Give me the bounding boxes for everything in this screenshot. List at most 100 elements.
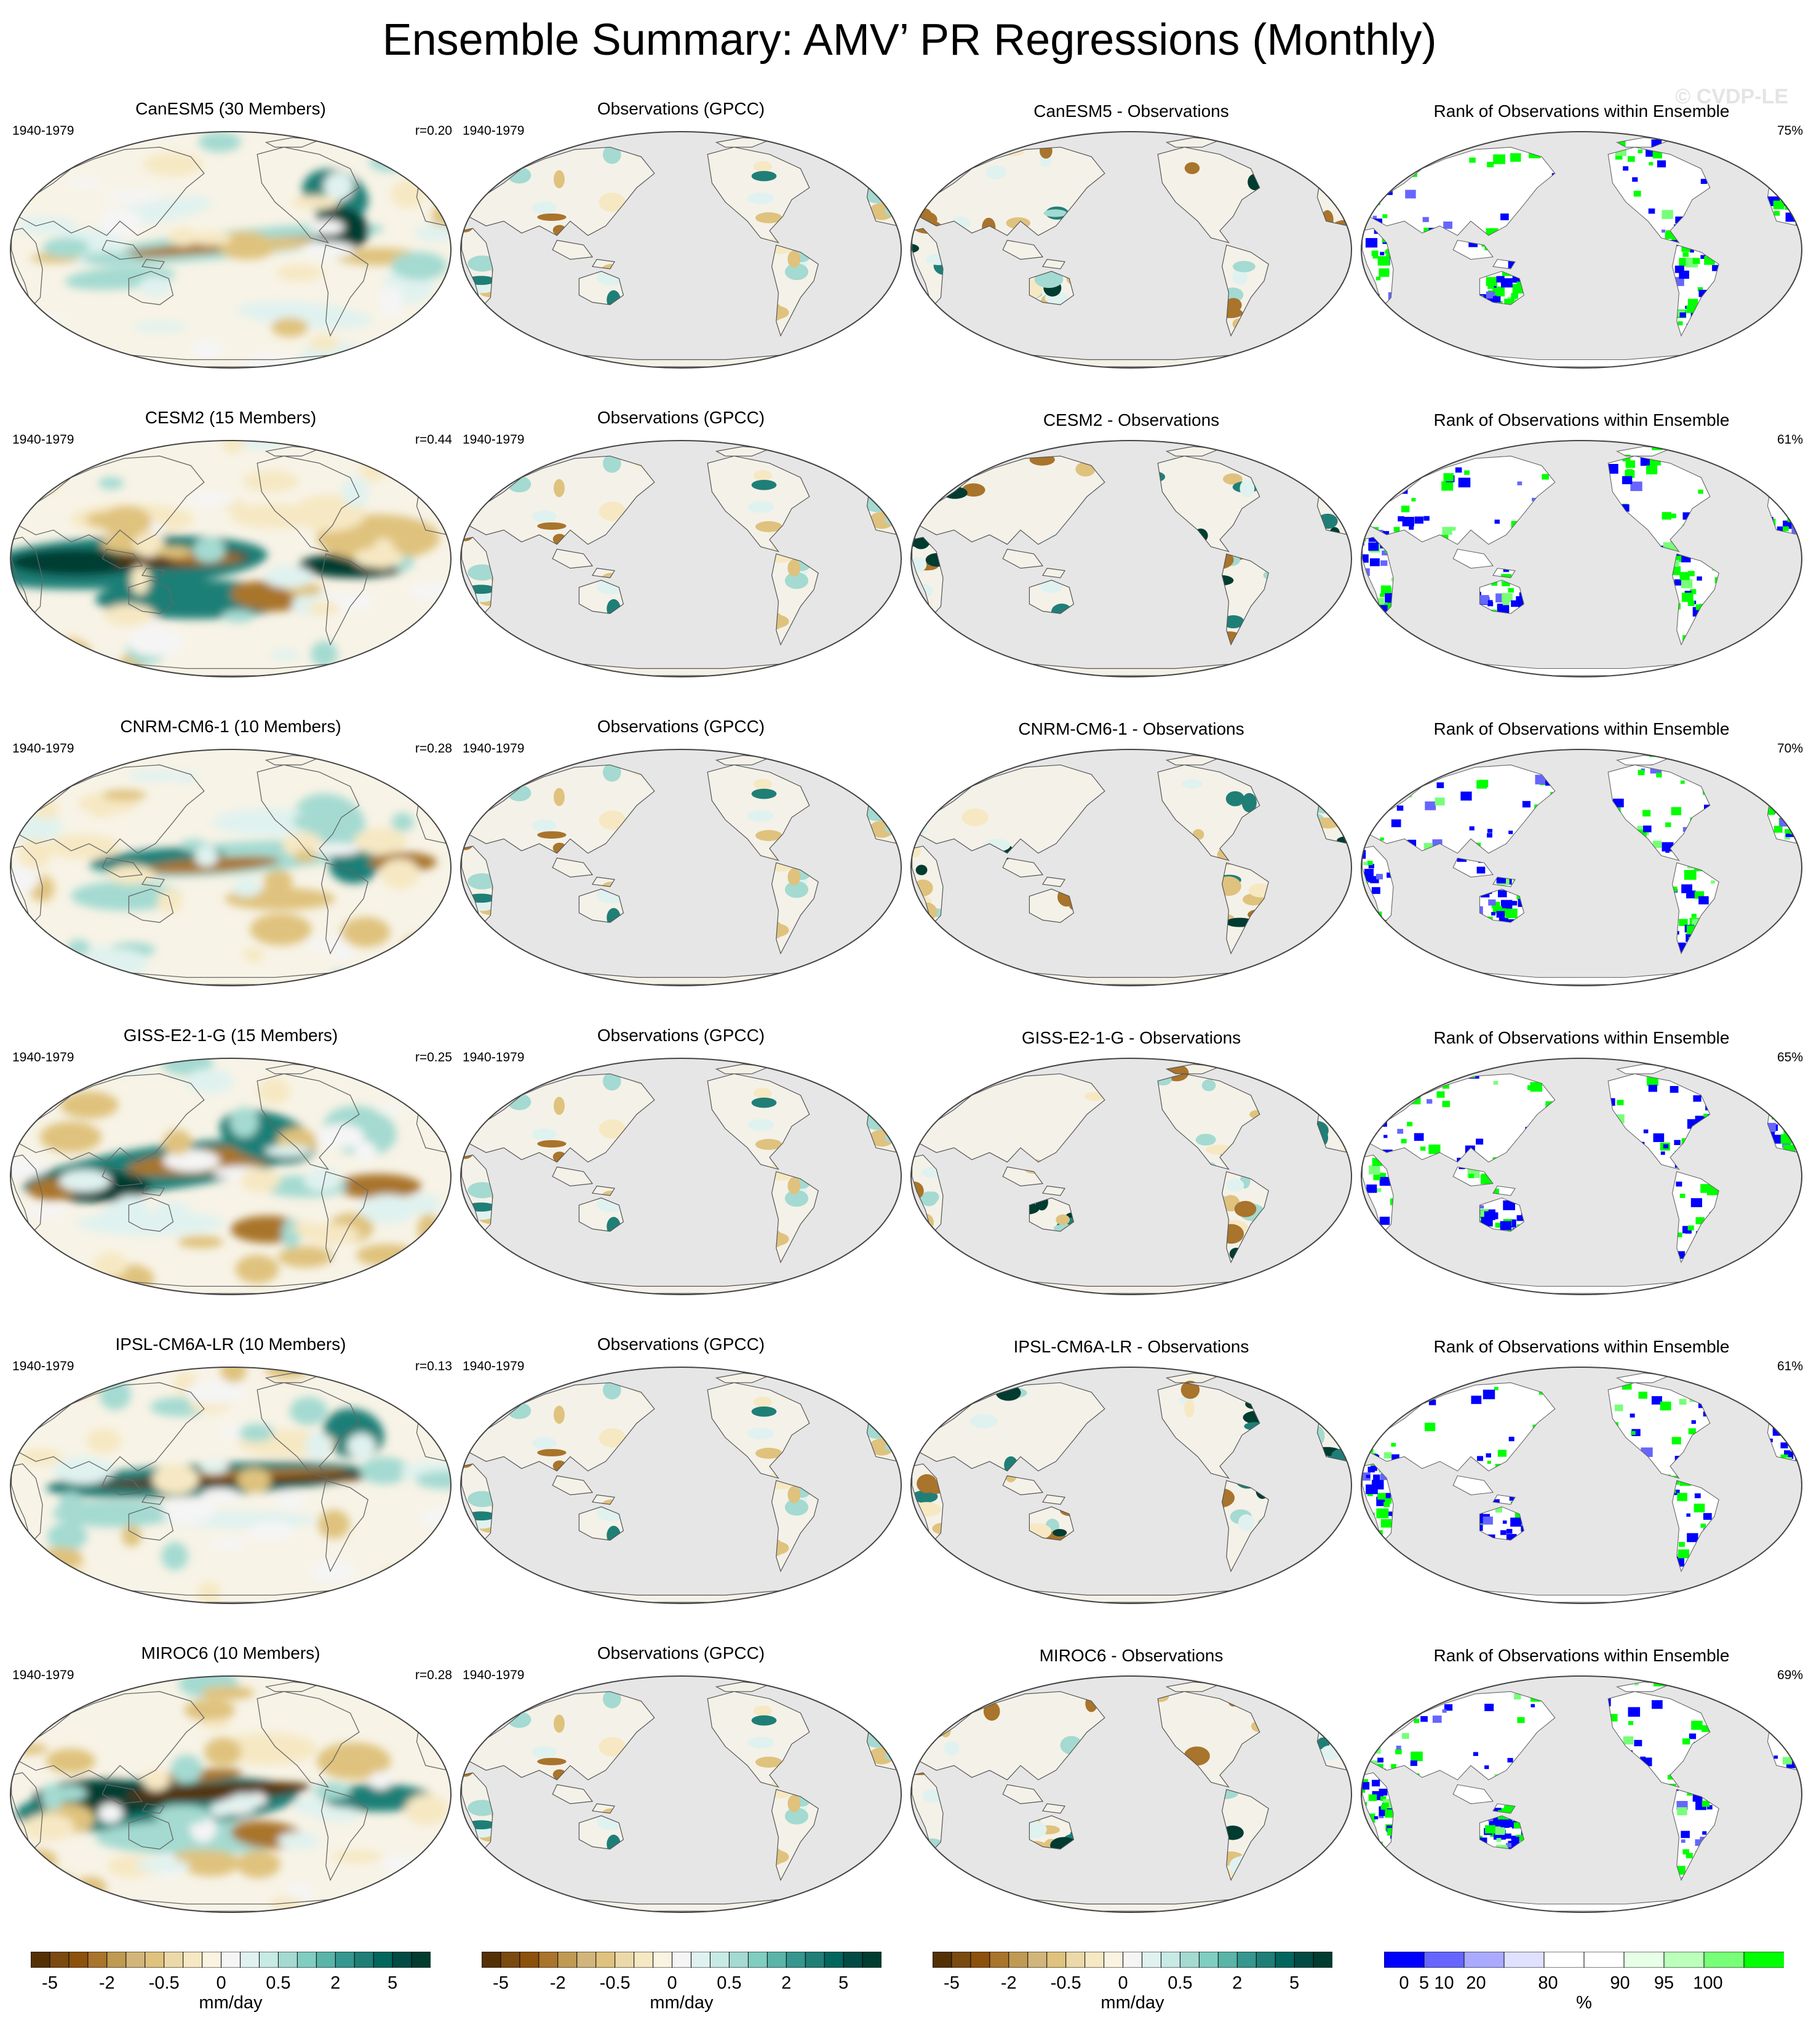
observations-map	[460, 131, 902, 369]
correlation-label: r=0.20	[415, 124, 452, 138]
colorbar-swatch	[482, 1952, 501, 1968]
colorbar-tick-label: 2	[781, 1973, 792, 1993]
colorbar-swatch	[1503, 1952, 1545, 1968]
period-label: 1940-1979	[12, 1668, 74, 1682]
colorbar-swatch	[1027, 1952, 1048, 1968]
colorbar-swatch	[1198, 1952, 1219, 1968]
difference-suffix: - Observations	[1112, 102, 1229, 121]
colorbar-swatch	[1384, 1952, 1425, 1968]
rank-map	[1361, 440, 1802, 677]
observations-title: Observations (GPCC)	[597, 408, 765, 427]
difference-title: CanESM5 - Observations	[910, 101, 1353, 122]
precip-colorbar	[933, 1952, 1332, 1968]
rank-title: Rank of Observations within Ensemble	[1433, 410, 1730, 429]
watermark: © CVDP-LE	[1675, 85, 1788, 108]
colorbar-unit-label: mm/day	[650, 1993, 714, 2013]
colorbar-tick-label: 100	[1693, 1973, 1723, 1993]
rank-title: Rank of Observations within Ensemble	[1433, 1028, 1730, 1047]
period-label: 1940-1979	[463, 124, 525, 138]
period-label: 1940-1979	[463, 1668, 525, 1682]
colorbar-swatch	[805, 1952, 826, 1968]
colorbar-tick-label: -0.5	[1050, 1973, 1081, 1993]
difference-suffix: - Observations	[1102, 410, 1220, 429]
colorbar-tick-label: 0	[1118, 1973, 1128, 1993]
colorbar-unit-label: mm/day	[199, 1993, 263, 2013]
colorbar-swatch	[1141, 1952, 1162, 1968]
period-label: 1940-1979	[12, 741, 74, 756]
colorbar-tick-label: 0.5	[1168, 1973, 1193, 1993]
colorbar-tick-label: 0	[667, 1973, 677, 1993]
ensemble-mean-map	[10, 440, 452, 677]
observations-title: Observations (GPCC)	[597, 1643, 765, 1663]
colorbar-tick-label: 80	[1538, 1973, 1558, 1993]
colorbar-swatch	[709, 1952, 730, 1968]
colorbar-swatch	[411, 1952, 431, 1968]
difference-suffix: - Observations	[1132, 1337, 1249, 1356]
difference-model-name: CanESM5	[1033, 102, 1112, 121]
colorbar-tick-label: -5	[944, 1973, 960, 1993]
colorbar-swatch	[1256, 1952, 1276, 1968]
figure-title: Ensemble Summary: AMV’ PR Regressions (M…	[382, 15, 1437, 65]
colorbar-swatch	[1085, 1952, 1105, 1968]
difference-map	[910, 440, 1352, 677]
colorbar-swatch	[970, 1952, 990, 1968]
difference-map	[910, 749, 1352, 986]
colorbar-swatch	[1217, 1952, 1238, 1968]
difference-title: CESM2 - Observations	[910, 410, 1353, 431]
colorbar-unit-label: mm/day	[1101, 1993, 1164, 2013]
colorbar-swatch	[1743, 1952, 1784, 1968]
period-label: 1940-1979	[463, 433, 525, 447]
ensemble-mean-title: MIROC6 (10 Members)	[141, 1643, 320, 1663]
colorbar-tick-label: 5	[1419, 1973, 1430, 1993]
colorbar-swatch	[106, 1952, 127, 1968]
colorbar-swatch	[1583, 1952, 1625, 1968]
difference-map	[910, 1058, 1352, 1295]
colorbar-swatch	[933, 1952, 952, 1968]
correlation-label: r=0.28	[415, 741, 452, 756]
colorbar-tick-label: 2	[330, 1973, 341, 1993]
colorbar-swatch	[258, 1952, 279, 1968]
colorbar-swatch	[392, 1952, 413, 1968]
period-label: 1940-1979	[12, 1359, 74, 1373]
colorbar-swatch	[239, 1952, 260, 1968]
colorbar-swatch	[1313, 1952, 1332, 1968]
difference-model-name: IPSL-CM6A-LR	[1013, 1337, 1132, 1356]
observations-map	[460, 749, 902, 986]
colorbar-tick-label: -5	[42, 1973, 58, 1993]
colorbar-swatch	[68, 1952, 89, 1968]
colorbar-swatch	[183, 1952, 203, 1968]
colorbar-swatch	[576, 1952, 597, 1968]
colorbar-swatch	[145, 1952, 165, 1968]
difference-model-name: MIROC6	[1039, 1646, 1107, 1665]
colorbar-tick-label: 0.5	[717, 1973, 742, 1993]
difference-title: MIROC6 - Observations	[910, 1645, 1353, 1666]
colorbar-swatch	[1008, 1952, 1029, 1968]
colorbar-tick-label: 5	[838, 1973, 849, 1993]
colorbar-tick-label: 0	[216, 1973, 226, 1993]
rank-map	[1361, 131, 1802, 369]
observations-map	[460, 1367, 902, 1604]
rank-percent-label: 65%	[1777, 1050, 1803, 1064]
colorbar-swatch	[728, 1952, 749, 1968]
colorbar-swatch	[1463, 1952, 1505, 1968]
ensemble-mean-title: CanESM5 (30 Members)	[135, 99, 326, 118]
colorbar-swatch	[335, 1952, 356, 1968]
precip-colorbar	[482, 1952, 882, 1968]
correlation-label: r=0.25	[415, 1050, 452, 1064]
period-label: 1940-1979	[463, 1050, 525, 1064]
ensemble-mean-title: CESM2 (15 Members)	[145, 408, 317, 427]
rank-title: Rank of Observations within Ensemble	[1433, 102, 1730, 121]
colorbar-tick-label: 0.5	[266, 1973, 291, 1993]
ensemble-mean-map	[10, 1367, 452, 1604]
colorbar-tick-label: 20	[1466, 1973, 1486, 1993]
rank-map	[1361, 1675, 1802, 1913]
rank-map	[1361, 1367, 1802, 1604]
ensemble-mean-title: CNRM-CM6-1 (10 Members)	[120, 717, 341, 736]
colorbar-tick-label: -0.5	[148, 1973, 180, 1993]
colorbar-swatch	[1623, 1952, 1665, 1968]
rank-title: Rank of Observations within Ensemble	[1433, 719, 1730, 738]
difference-title: IPSL-CM6A-LR - Observations	[910, 1336, 1353, 1357]
colorbar-swatch	[297, 1952, 317, 1968]
colorbar-swatch	[538, 1952, 559, 1968]
difference-title: GISS-E2-1-G - Observations	[910, 1028, 1353, 1048]
